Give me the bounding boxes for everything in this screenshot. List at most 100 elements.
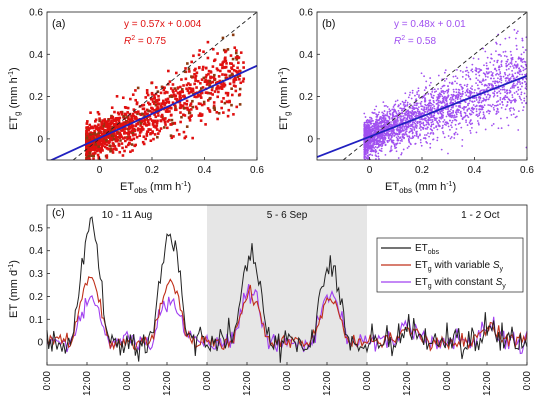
scatter-point bbox=[238, 87, 242, 91]
scatter-point bbox=[499, 88, 502, 91]
scatter-point bbox=[408, 130, 411, 133]
scatter-point bbox=[127, 130, 131, 134]
scatter-point bbox=[408, 135, 411, 138]
regression-line bbox=[49, 64, 257, 160]
scatter-point bbox=[410, 143, 412, 146]
scatter-point bbox=[509, 87, 512, 90]
scatter-point bbox=[390, 134, 393, 137]
scatter-point bbox=[496, 92, 498, 94]
scatter-point bbox=[401, 129, 404, 131]
scatter-point bbox=[104, 125, 108, 128]
scatter-point bbox=[132, 114, 136, 118]
scatter-point bbox=[506, 58, 509, 61]
scatter-point bbox=[475, 92, 478, 94]
scatter-point bbox=[180, 115, 183, 119]
scatter-point bbox=[469, 87, 472, 89]
scatter-point bbox=[172, 93, 176, 97]
scatter-point bbox=[424, 137, 427, 140]
scatter-point bbox=[369, 130, 371, 133]
scatter-point bbox=[142, 127, 145, 131]
scatter-point bbox=[445, 121, 448, 124]
scatter-point bbox=[514, 60, 517, 63]
scatter-point bbox=[415, 104, 417, 107]
scatter-point bbox=[437, 101, 440, 104]
scatter-point bbox=[141, 140, 145, 144]
scatter-point bbox=[91, 138, 94, 141]
scatter-point bbox=[509, 90, 512, 93]
scatter-point bbox=[106, 125, 110, 129]
scatter-point bbox=[481, 100, 484, 102]
scatter-point bbox=[94, 151, 97, 155]
scatter-point bbox=[103, 118, 107, 122]
scatter-point bbox=[487, 98, 490, 101]
scatter-point bbox=[491, 84, 494, 86]
scatter-point bbox=[159, 127, 163, 130]
scatter-point bbox=[138, 134, 142, 137]
scatter-point bbox=[104, 135, 108, 138]
scatter-point bbox=[228, 99, 231, 103]
scatter-point bbox=[381, 121, 384, 124]
scatter-point bbox=[376, 126, 379, 129]
scatter-point bbox=[415, 127, 418, 129]
scatter-point bbox=[453, 118, 456, 121]
scatter-point bbox=[185, 125, 189, 128]
scatter-point bbox=[202, 100, 206, 104]
scatter-point bbox=[152, 137, 155, 141]
scatter-point bbox=[134, 111, 138, 114]
scatter-point bbox=[157, 98, 161, 101]
scatter-point bbox=[105, 140, 109, 144]
scatter-point bbox=[381, 111, 384, 114]
scatter-point bbox=[185, 87, 188, 91]
scatter-point bbox=[376, 146, 379, 149]
scatter-point bbox=[437, 124, 440, 126]
scatter-point bbox=[427, 122, 430, 125]
scatter-point bbox=[140, 128, 143, 132]
scatter-point bbox=[395, 112, 398, 115]
scatter-point bbox=[157, 107, 160, 110]
scatter-point bbox=[479, 97, 482, 100]
scatter-point bbox=[465, 121, 467, 124]
scatter-point bbox=[142, 135, 146, 139]
scatter-point bbox=[88, 151, 92, 155]
scatter-point bbox=[468, 89, 471, 92]
scatter-point bbox=[164, 98, 168, 101]
scatter-point bbox=[374, 127, 376, 129]
scatter-point bbox=[401, 112, 404, 115]
scatter-point bbox=[426, 142, 429, 144]
scatter-point bbox=[471, 68, 474, 71]
scatter-point bbox=[399, 129, 402, 132]
scatter-point bbox=[515, 32, 518, 34]
scatter-point bbox=[211, 80, 214, 84]
scatter-point bbox=[506, 101, 509, 104]
scatter-point bbox=[112, 128, 115, 132]
scatter-point bbox=[370, 149, 373, 151]
scatter-point bbox=[105, 146, 109, 150]
scatter-point bbox=[451, 95, 454, 98]
scatter-point bbox=[145, 134, 149, 137]
scatter-point bbox=[496, 95, 499, 97]
scatter-point bbox=[447, 152, 449, 155]
scatter-point bbox=[436, 128, 439, 131]
scatter-point bbox=[130, 118, 134, 122]
y-tick-label: 0.6 bbox=[299, 8, 313, 19]
scatter-point bbox=[125, 116, 128, 119]
scatter-point bbox=[500, 81, 503, 84]
scatter-point bbox=[381, 140, 384, 143]
x-tick-label: 0 bbox=[367, 165, 373, 176]
scatter-point bbox=[390, 123, 392, 126]
scatter-point bbox=[500, 127, 503, 130]
scatter-point bbox=[520, 98, 522, 101]
scatter-point bbox=[199, 119, 203, 122]
scatter-point bbox=[448, 81, 451, 84]
scatter-point bbox=[466, 108, 469, 111]
scatter-point bbox=[229, 62, 232, 65]
scatter-point bbox=[109, 121, 113, 125]
scatter-point bbox=[191, 90, 194, 93]
scatter-point bbox=[486, 93, 489, 96]
scatter-point bbox=[420, 108, 423, 111]
scatter-point bbox=[166, 126, 169, 130]
scatter-point bbox=[149, 131, 153, 135]
panel-c: 0:00 12:00 0:00 12:00 0:00 12:00 0:00 12:00 0:00… bbox=[8, 204, 533, 396]
scatter-point bbox=[111, 142, 115, 145]
scatter-point bbox=[437, 99, 440, 102]
